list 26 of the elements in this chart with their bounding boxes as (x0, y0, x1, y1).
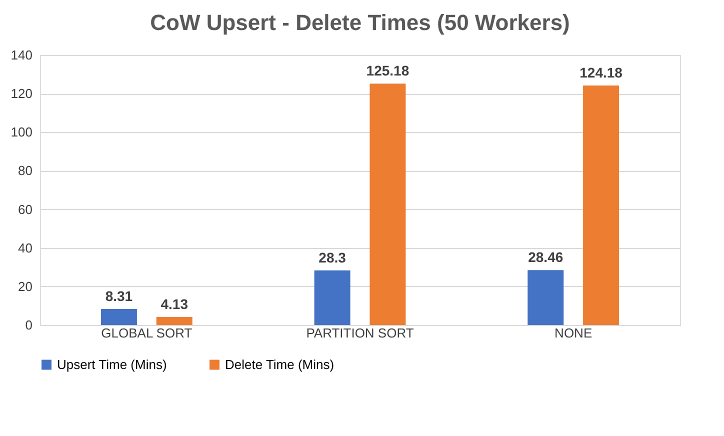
bar (528, 270, 564, 325)
y-tick-label: 80 (18, 163, 32, 178)
data-label: 28.3 (318, 249, 346, 266)
data-label: 125.18 (366, 62, 410, 79)
y-tick-label: 140 (10, 48, 32, 62)
data-label: 124.18 (580, 64, 623, 81)
chart-title: CoW Upsert - Delete Times (50 Workers) (150, 10, 570, 35)
y-tick-label: 120 (10, 86, 32, 102)
data-label: 8.31 (105, 288, 133, 304)
bar (156, 317, 192, 325)
y-tick-label: 60 (18, 202, 32, 217)
bar (100, 308, 137, 325)
data-label: 28.46 (528, 249, 564, 266)
x-tick-label: NONE (554, 326, 592, 340)
bar (370, 84, 406, 325)
legend-label: Delete Time (Mins) (225, 356, 334, 372)
y-tick-label: 0 (25, 318, 32, 332)
y-tick-label: 20 (18, 278, 32, 294)
x-tick-label: PARTITION SORT (306, 326, 414, 340)
legend-label: Upsert Time (Mins) (57, 356, 167, 372)
y-tick-label: 40 (18, 240, 32, 256)
y-tick-label: 100 (10, 124, 32, 140)
bar (583, 86, 620, 325)
x-tick-label: GLOBAL SORT (101, 326, 192, 340)
data-label: 4.13 (160, 296, 188, 312)
bar (314, 270, 350, 325)
